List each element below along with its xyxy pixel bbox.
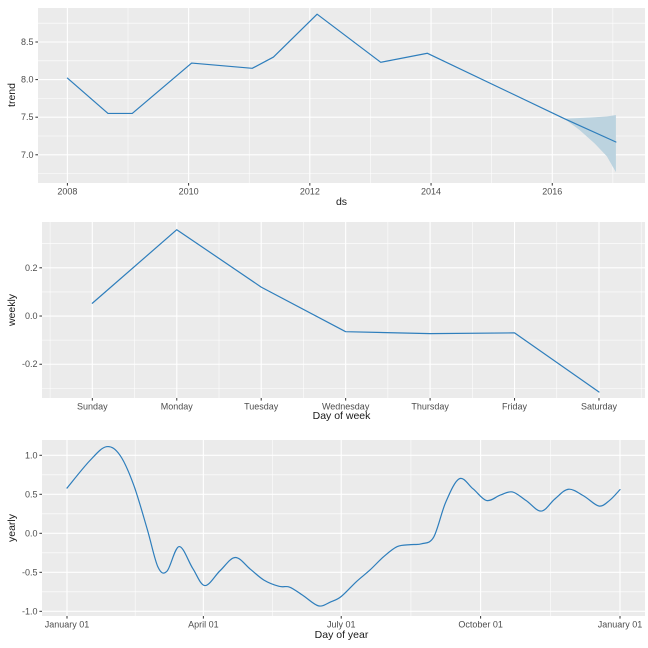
weekly-line [91,229,600,393]
y-tick-label: -0.5 [22,567,38,577]
trend-panel: 2008 2010 2012 2014 2016 7.0 7.5 8.0 8.5 [21,8,645,197]
y-tick-label: 7.5 [21,112,34,122]
y-tick-label: 8.5 [21,37,34,47]
x-tick-label: October 01 [458,620,503,630]
x-tick-label: 2010 [179,187,199,197]
x-tick-label: April 01 [188,620,219,630]
weekly-panel: Sunday Monday Tuesday Wednesday Thursday Frid… [22,222,645,412]
yearly-panel-background [42,440,645,616]
x-tick-label: July 01 [327,620,356,630]
yearly-panel: January 01 April 01 July 01 October 01 Janua… [22,440,645,630]
x-tick-label: Monday [161,402,194,412]
weekly-x-axis-title: Day of week [312,410,371,422]
y-tick-label: -0.2 [22,359,38,369]
x-tick-label: Wednesday [322,402,370,412]
x-tick-label: Thursday [411,402,449,412]
trend-x-axis-title: ds [335,196,348,208]
yearly-line [66,445,621,607]
trend-y-axis-title: trend [6,83,18,107]
x-tick-label: 2008 [57,187,77,197]
trend-panel-background [38,8,645,183]
y-tick-label: 0.0 [25,311,38,321]
x-tick-label: Saturday [581,402,618,412]
y-tick-label: 1.0 [25,450,38,460]
x-tick-label: 2014 [421,187,441,197]
x-tick-label: 2012 [300,187,320,197]
y-tick-label: 0.2 [25,263,38,273]
y-tick-label: 0.0 [25,528,38,538]
y-tick-label: 7.0 [21,150,34,160]
yearly-y-axis-title: yearly [6,513,18,543]
yearly-x-axis-title: Day of year [314,629,369,641]
x-tick-label: Tuesday [244,402,279,412]
x-tick-label: January 01 [598,620,643,630]
x-tick-label: January 01 [45,620,90,630]
weekly-y-axis-title: weekly [6,293,18,327]
x-tick-label: Friday [502,402,528,412]
trend-line [66,13,617,143]
y-tick-label: 0.5 [25,489,38,499]
y-tick-label: -1.0 [22,606,38,616]
trend-uncertainty-band [564,114,616,173]
weekly-panel-background [42,222,645,398]
y-tick-label: 8.0 [21,75,34,85]
x-tick-label: Sunday [77,402,108,412]
x-tick-label: 2016 [542,187,562,197]
